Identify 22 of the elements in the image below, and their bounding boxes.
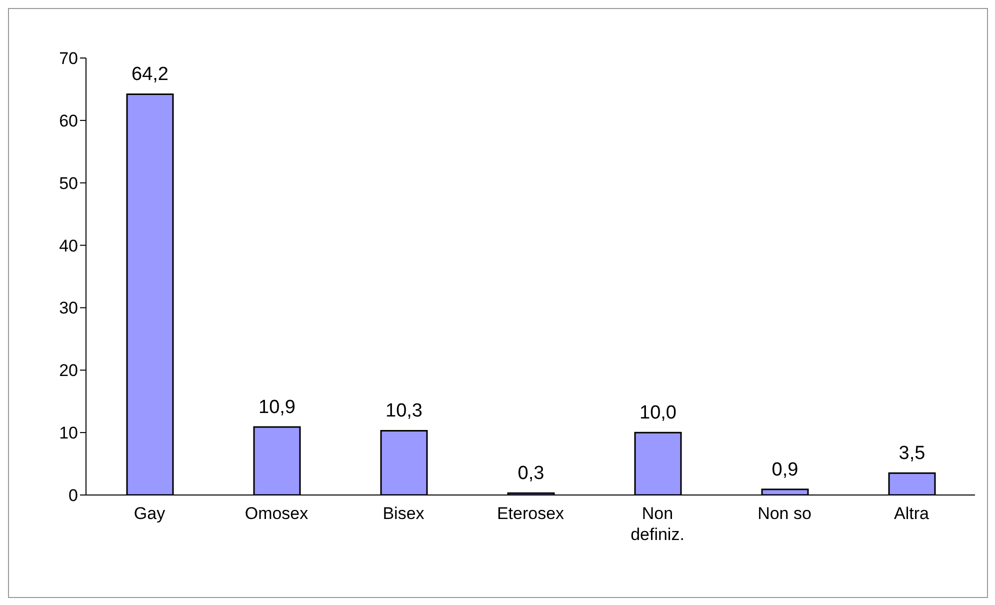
data-label: 0,9: [772, 459, 798, 480]
x-tick-label: Bisex: [382, 504, 425, 523]
y-tick-label: 0: [68, 486, 78, 506]
x-tick-label: Eterosex: [496, 504, 565, 523]
data-label: 10,0: [640, 402, 676, 424]
data-label: 64,2: [132, 64, 168, 86]
y-tick-label: 30: [59, 298, 78, 318]
y-tick-label: 50: [59, 174, 78, 193]
y-tick-label: 60: [59, 111, 78, 130]
data-label: 0,3: [518, 463, 544, 484]
y-tick-label: 20: [59, 361, 78, 380]
x-tick-label: Gay: [134, 504, 166, 523]
x-tick-label: Non definiz.: [630, 504, 684, 544]
y-tick-label: 10: [59, 424, 78, 443]
x-tick-label: Altra: [894, 504, 930, 523]
data-label: 10,9: [258, 396, 296, 418]
x-tick-label: Omosex: [244, 504, 309, 523]
y-tick-label: 40: [59, 236, 78, 256]
x-tick-label: Non so: [758, 504, 812, 523]
y-tick-label: 70: [59, 49, 78, 68]
data-label: 3,5: [898, 443, 926, 464]
data-label: 10,3: [386, 400, 422, 422]
